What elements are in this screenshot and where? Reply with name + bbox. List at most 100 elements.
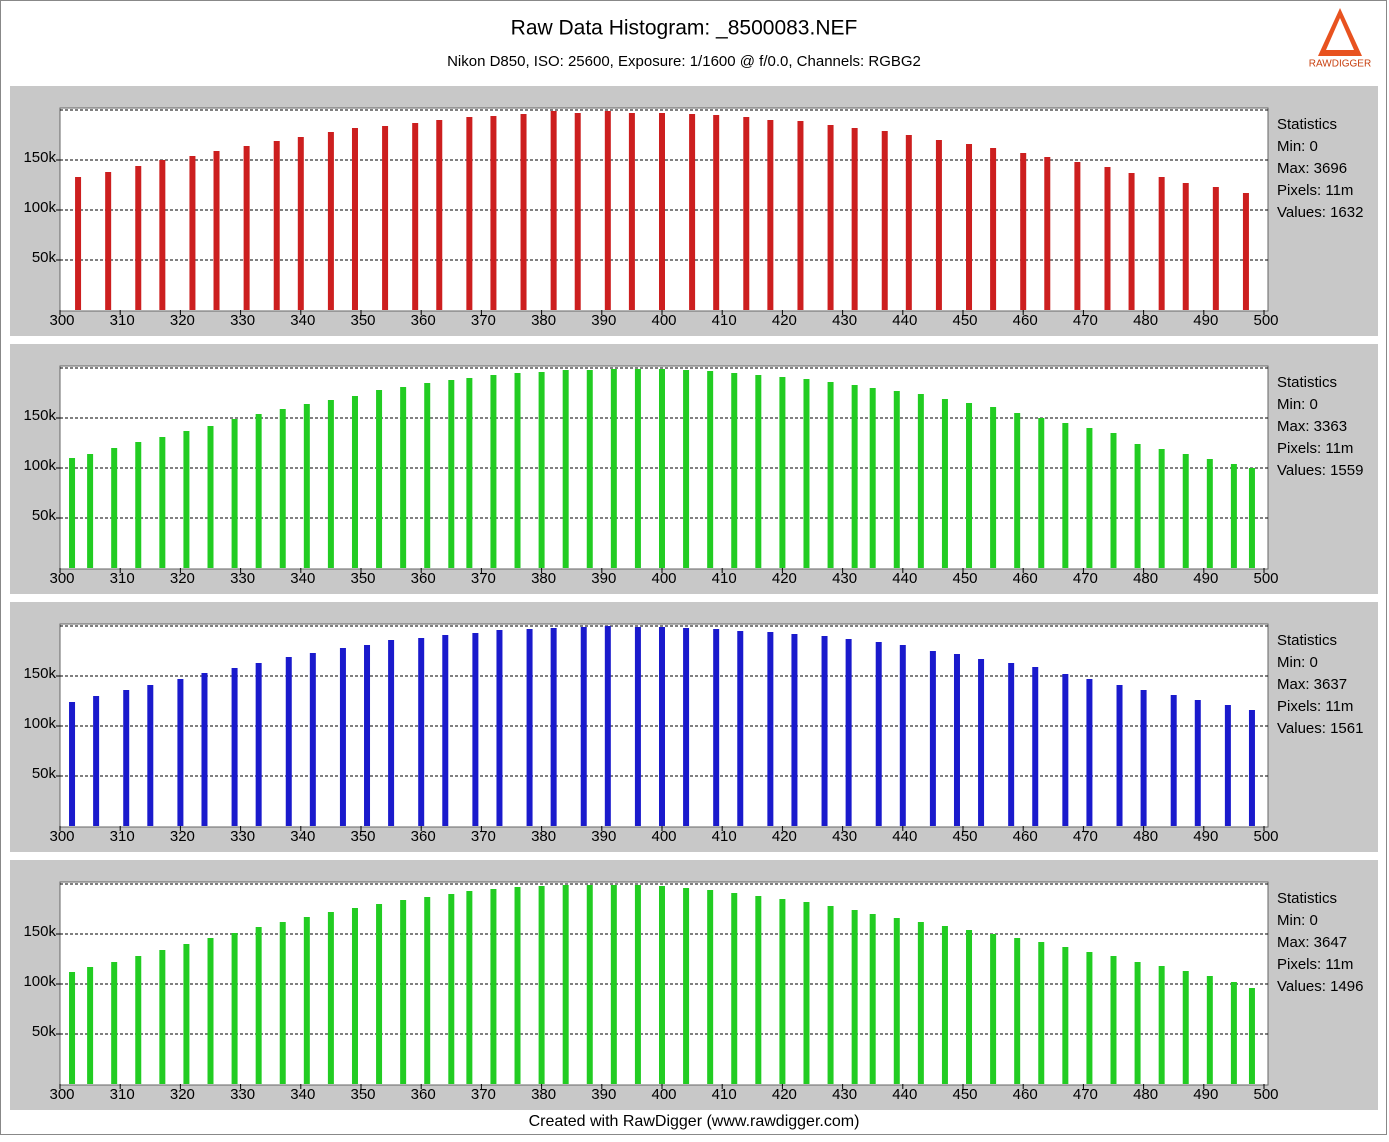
bar [538,886,545,1084]
x-tick-label: 390 [591,570,616,587]
bar [713,629,720,826]
bar [1110,433,1117,568]
bar [448,894,455,1084]
x-tick-label: 420 [772,828,797,845]
x-tick-label: 350 [350,312,375,329]
stat: Max: 3637 [1277,676,1347,693]
bar [436,120,443,310]
x-tick-label: 320 [170,1086,195,1103]
bar [953,654,960,826]
bar [683,888,690,1084]
bar [1158,966,1165,1084]
x-tick-label: 500 [1253,828,1278,845]
bar [87,967,94,1084]
x-tick-label: 340 [290,1086,315,1103]
bar [797,121,804,310]
x-tick-label: 450 [952,828,977,845]
bar [1248,988,1255,1084]
bar [382,126,389,310]
bar [135,166,142,310]
bar [213,151,220,310]
bar [255,414,262,568]
bar [159,160,166,310]
x-tick-label: 380 [531,1086,556,1103]
bar [1014,938,1021,1084]
x-tick-label: 380 [531,570,556,587]
bar [917,394,924,568]
x-tick-label: 480 [1133,312,1158,329]
x-tick-label: 460 [1013,828,1038,845]
x-tick-label: 370 [471,312,496,329]
bar [899,645,906,826]
bar [827,906,834,1084]
bar [917,922,924,1084]
x-tick-label: 300 [49,570,74,587]
bar [659,369,665,568]
y-tick-label: 100k [23,457,56,474]
x-tick-label: 400 [651,570,676,587]
bar [159,950,166,1084]
x-tick-label: 410 [712,828,737,845]
bar [376,390,383,568]
bar [869,388,876,568]
bar [472,633,479,826]
bar [731,373,738,568]
bar [827,125,834,310]
bar [442,635,449,826]
x-tick-label: 430 [832,312,857,329]
bar [869,914,876,1084]
bar [1194,700,1201,826]
bar [538,372,545,568]
stat: Values: 1561 [1277,720,1363,737]
x-tick-label: 400 [651,312,676,329]
bar [1104,167,1111,310]
bar [990,148,997,310]
x-tick-label: 470 [1073,828,1098,845]
bar [231,668,238,826]
bar [105,172,112,310]
bar [875,642,882,826]
x-tick-label: 380 [531,828,556,845]
x-tick-label: 490 [1193,570,1218,587]
bar [424,383,431,568]
bar [448,380,455,568]
bar [1158,449,1165,568]
y-tick-label: 100k [23,715,56,732]
bar [821,636,828,826]
bar [1008,663,1015,826]
x-tick-label: 480 [1133,1086,1158,1103]
bar [526,629,533,826]
stat: Min: 0 [1277,912,1318,929]
bar [177,679,184,826]
stat: Min: 0 [1277,396,1318,413]
bar [514,887,521,1084]
x-tick-label: 340 [290,828,315,845]
x-tick-label: 310 [110,570,135,587]
stat: Max: 3696 [1277,160,1347,177]
bar [929,651,936,826]
bar [123,690,130,826]
bar [201,673,208,826]
x-tick-label: 470 [1073,570,1098,587]
bar [273,141,280,310]
x-tick-label: 320 [170,828,195,845]
bar [490,375,497,568]
bar [69,702,76,826]
bar [1062,674,1069,826]
x-tick-label: 310 [110,312,135,329]
bar [1248,468,1255,568]
x-tick-label: 430 [832,570,857,587]
bar [779,899,786,1084]
stat: Pixels: 11m [1277,182,1353,199]
bar [851,910,858,1084]
bar [135,956,142,1084]
x-tick-label: 300 [49,312,74,329]
bar [327,912,334,1084]
bar [779,377,786,568]
x-tick-label: 440 [892,1086,917,1103]
bar [147,685,154,826]
x-tick-label: 330 [230,570,255,587]
bar [400,387,407,568]
bar [586,885,593,1084]
